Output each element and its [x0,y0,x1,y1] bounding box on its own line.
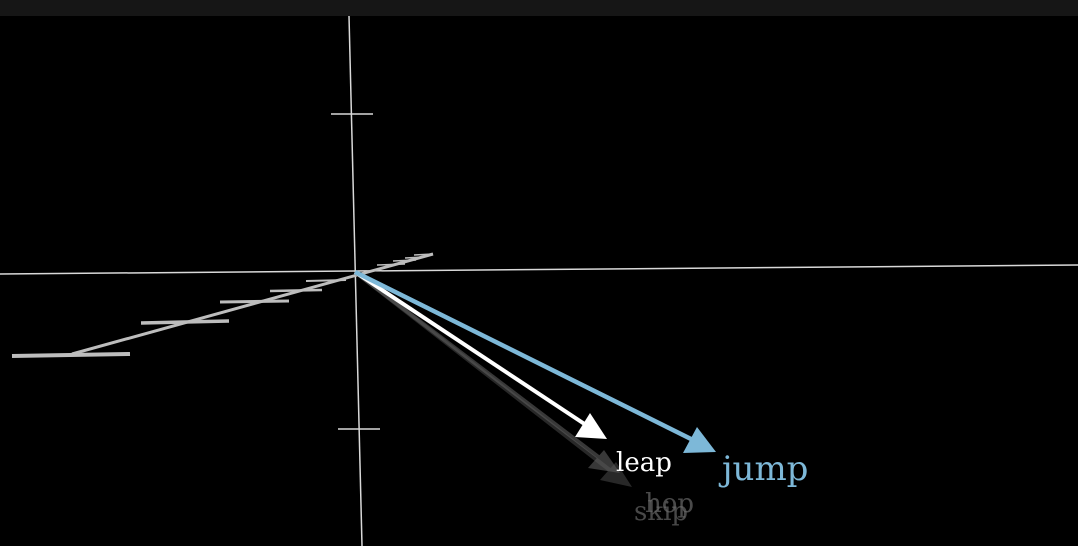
vector-leap [353,270,607,439]
label-leap: leap [616,448,672,478]
z-axis [71,252,434,356]
x-axis [0,264,1078,275]
y-axis [348,15,363,546]
label-skip: skip [634,497,688,527]
vector-hop [353,270,620,473]
window-top-bar [0,0,1078,16]
z-axis-near-segment [11,352,131,358]
z-axis-ticks [140,253,434,325]
label-hop: hop [645,489,694,519]
label-jump: jump [718,449,808,489]
vector-jump [353,269,716,453]
